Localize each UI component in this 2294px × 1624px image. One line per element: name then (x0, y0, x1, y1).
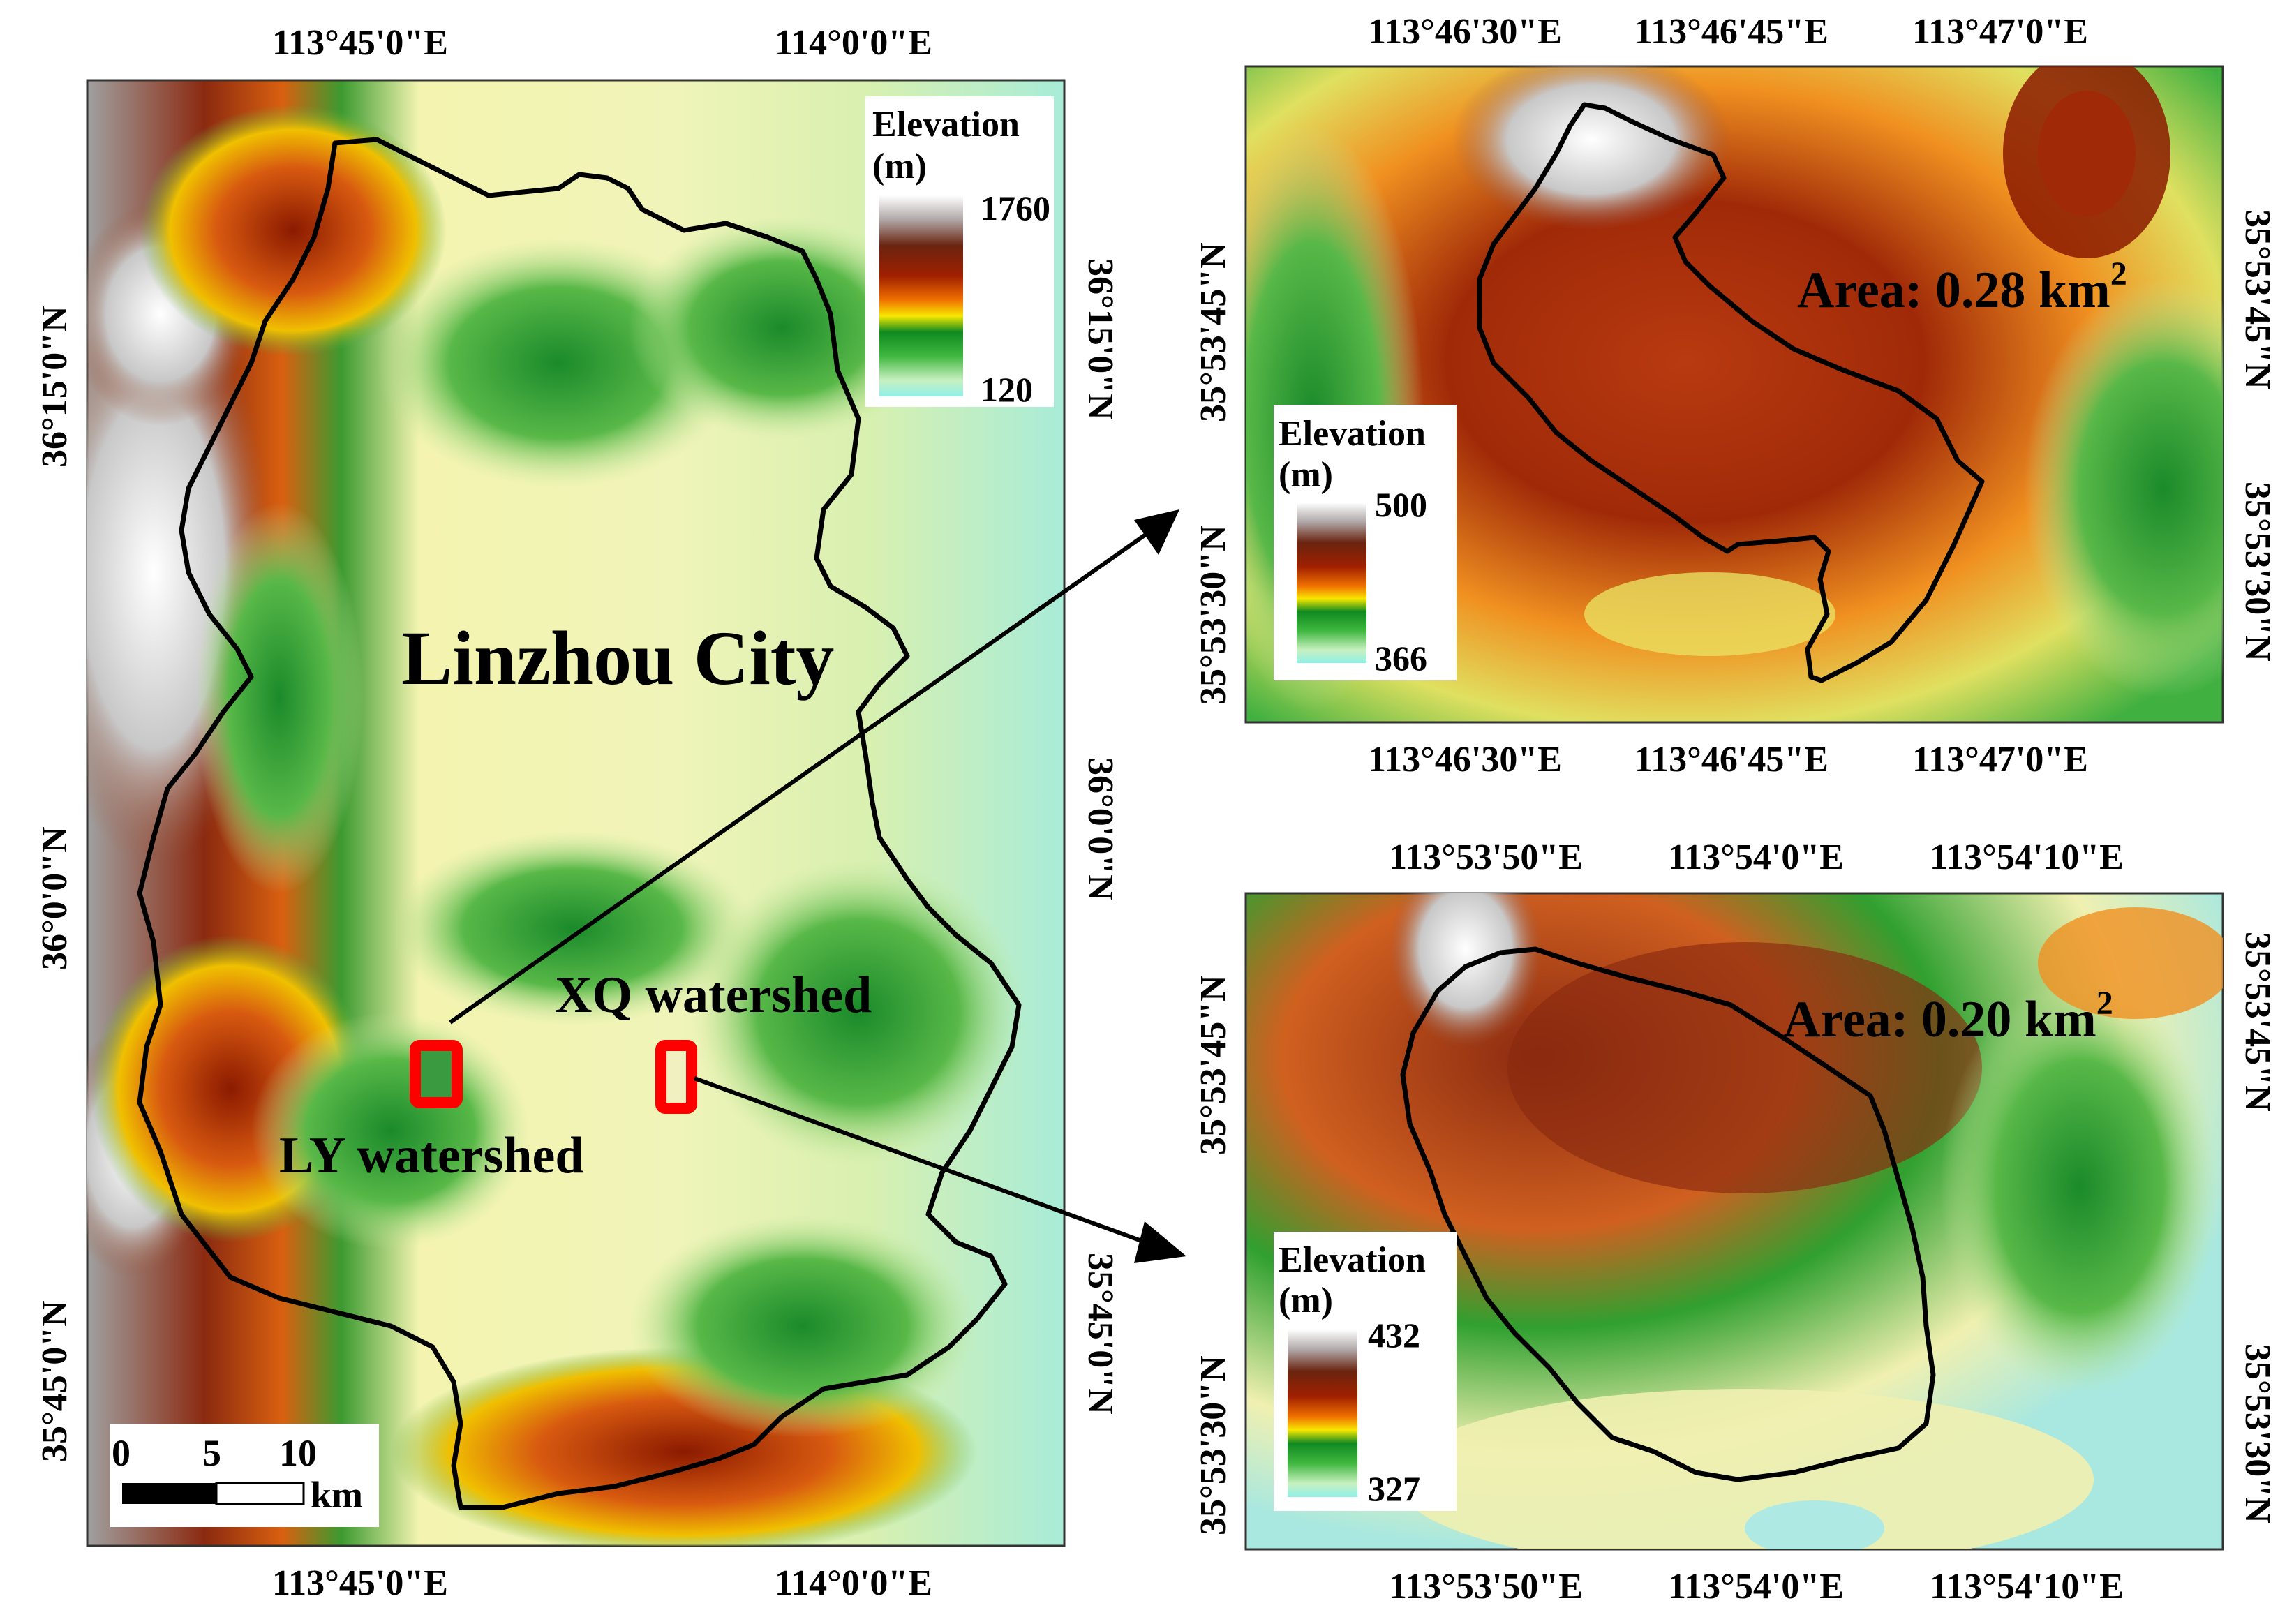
top-left-lat-2: 35°53'30"N (1193, 525, 1233, 705)
bottom-bottom-lon-1: 113°53'50"E (1389, 1567, 1583, 1607)
legend-title: Elevation (872, 105, 1020, 144)
arrow-head-bottom (1134, 1221, 1186, 1263)
main-bottom-lon-1: 113°45'0"E (272, 1563, 448, 1603)
main-left-lat-3: 35°45'0"N (35, 1300, 75, 1462)
legend-min: 120 (981, 370, 1033, 409)
xq-watershed-marker (655, 1040, 697, 1114)
legend-max: 1760 (981, 188, 1050, 228)
top-top-lon-2: 113°46'45"E (1634, 12, 1829, 52)
linzhou-city-boundary (137, 137, 1022, 1510)
legend-unit: (m) (872, 147, 927, 186)
bottom-right-lat-2: 35°53'30"N (2237, 1343, 2277, 1524)
top-right-lat-1: 35°53'45"N (2237, 209, 2277, 389)
top-area-label: Area: 0.28 km2 (1797, 255, 2127, 319)
scale-bar: 0 5 10 km (110, 1424, 379, 1527)
legend-max: 432 (1368, 1316, 1420, 1355)
legend-title: Elevation (1279, 1240, 1426, 1280)
bottom-bottom-lon-2: 113°54'0"E (1668, 1567, 1844, 1607)
main-bottom-lon-2: 114°0'0"E (775, 1563, 932, 1603)
scale-tick-10: 10 (279, 1432, 317, 1474)
legend-unit: (m) (1279, 455, 1333, 495)
legend-unit: (m) (1279, 1281, 1333, 1320)
arrow-to-top-inset (449, 528, 1153, 1025)
main-top-lon-2: 114°0'0"E (775, 23, 932, 63)
bottom-elevation-legend: Elevation (m) 432 327 (1274, 1232, 1457, 1511)
xq-watershed-label: XQ watershed (555, 967, 872, 1024)
legend-max: 500 (1375, 485, 1427, 524)
top-top-lon-3: 113°47'0"E (1912, 12, 2088, 52)
city-label: Linzhou City (401, 616, 834, 701)
main-right-lat-2: 36°0'0"N (1080, 757, 1120, 901)
top-bottom-lon-2: 113°46'45"E (1634, 740, 1829, 780)
scale-tick-0: 0 (112, 1432, 131, 1474)
legend-min: 327 (1368, 1469, 1420, 1508)
top-top-lon-1: 113°46'30"E (1368, 12, 1562, 52)
callout-arrows (449, 509, 1186, 1263)
ly-watershed-marker (410, 1040, 463, 1108)
top-left-lat-1: 35°53'45"N (1193, 242, 1233, 422)
main-map-terrain (87, 105, 1026, 1546)
top-bottom-lon-1: 113°46'30"E (1368, 740, 1562, 780)
top-right-lat-2: 35°53'30"N (2237, 482, 2277, 662)
main-elevation-legend: Elevation (m) 1760 120 (865, 96, 1054, 409)
legend-title: Elevation (1279, 414, 1426, 454)
arrow-head-top (1134, 509, 1179, 555)
scale-tick-5: 5 (202, 1432, 221, 1474)
legend-color-ramp (879, 195, 963, 396)
main-left-lat-2: 36°0'0"N (35, 826, 75, 970)
main-left-lat-1: 36°15'0"N (35, 306, 75, 468)
top-elevation-legend: Elevation (m) 500 366 (1274, 405, 1457, 680)
bottom-area-label: Area: 0.20 km2 (1783, 985, 2113, 1048)
main-right-lat-1: 36°15'0"N (1080, 258, 1120, 420)
bottom-top-lon-2: 113°54'0"E (1668, 837, 1844, 877)
ly-watershed-label: LY watershed (279, 1127, 583, 1184)
bottom-left-lat-2: 35°53'30"N (1193, 1355, 1233, 1535)
arrow-to-bottom-inset (693, 1076, 1156, 1248)
bottom-top-lon-1: 113°53'50"E (1389, 837, 1583, 877)
bottom-bottom-lon-3: 113°54'10"E (1930, 1567, 2124, 1607)
bottom-watershed-boundary (1400, 946, 1936, 1482)
scale-unit: km (311, 1474, 363, 1516)
bottom-left-lat-1: 35°53'45"N (1193, 975, 1233, 1155)
bottom-inset-panel: Area: 0.20 km2 Elevation (m) 432 327 113… (1193, 837, 2277, 1607)
main-top-lon-1: 113°45'0"E (272, 23, 448, 63)
legend-color-ramp (1288, 1329, 1357, 1497)
bottom-right-lat-1: 35°53'45"N (2237, 932, 2277, 1112)
legend-color-ramp (1297, 502, 1366, 663)
top-inset-panel: Area: 0.28 km2 Elevation (m) 500 366 113… (1193, 12, 2277, 780)
top-bottom-lon-3: 113°47'0"E (1912, 740, 2088, 780)
main-right-lat-3: 35°45'0"N (1080, 1253, 1120, 1415)
top-watershed-boundary (1477, 102, 1985, 683)
main-map-panel: Linzhou City XQ watershed LY watershed E… (35, 23, 1120, 1603)
bottom-top-lon-3: 113°54'10"E (1930, 837, 2124, 877)
legend-min: 366 (1375, 639, 1427, 678)
